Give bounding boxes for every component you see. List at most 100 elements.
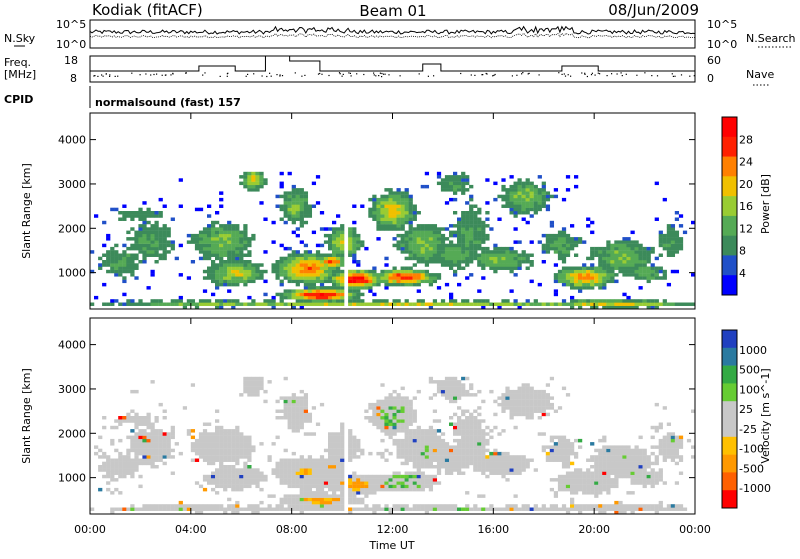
- velocity-cell: [323, 491, 329, 495]
- power-cell: [404, 197, 409, 202]
- velocity-cell: [505, 393, 510, 397]
- power-cell: [670, 237, 676, 241]
- velocity-cell: [453, 448, 458, 453]
- power-cell: [243, 237, 248, 241]
- power-cell: [122, 279, 127, 284]
- velocity-cell: [154, 442, 159, 446]
- velocity-cell: [537, 416, 542, 420]
- velocity-cell: [291, 419, 296, 423]
- power-cell: [412, 279, 417, 284]
- velocity-cell: [388, 510, 393, 515]
- velocity-cell: [420, 461, 425, 466]
- power-cell: [461, 184, 466, 189]
- power-cell: [162, 246, 167, 251]
- velocity-cell: [303, 497, 309, 502]
- power-cell: [239, 263, 244, 267]
- velocity-cell: [630, 455, 635, 459]
- power-cell: [384, 269, 389, 274]
- power-cell: [578, 273, 583, 277]
- power-cell: [565, 175, 571, 179]
- velocity-cell: [525, 393, 530, 397]
- power-cell: [372, 269, 377, 274]
- velocity-cell: [392, 474, 397, 479]
- power-cell: [400, 197, 405, 202]
- nave-dot: [145, 73, 147, 75]
- velocity-cell: [424, 435, 430, 440]
- power-cell: [561, 250, 567, 254]
- velocity-cell: [340, 468, 345, 472]
- power-cell: [134, 230, 139, 235]
- velocity-cell: [255, 376, 260, 381]
- velocity-cell: [340, 504, 345, 508]
- power-cell: [219, 263, 224, 267]
- velocity-cell: [674, 504, 680, 508]
- velocity-cell: [142, 419, 147, 423]
- velocity-cell: [90, 507, 95, 511]
- velocity-cell: [332, 478, 337, 482]
- velocity-cell: [412, 396, 417, 400]
- velocity-cell: [497, 455, 502, 459]
- velocity-cell: [622, 504, 627, 508]
- velocity-cell: [630, 478, 635, 482]
- velocity-cell: [465, 455, 470, 459]
- velocity-cell: [336, 438, 341, 443]
- velocity-cell: [307, 416, 313, 420]
- power-cell: [283, 256, 288, 261]
- velocity-cell: [469, 416, 474, 420]
- power-cell: [658, 269, 663, 274]
- velocity-cell: [469, 458, 474, 462]
- power-cell: [525, 266, 530, 270]
- velocity-cell: [251, 393, 256, 397]
- power-cell: [384, 220, 389, 225]
- velocity-cell: [642, 448, 647, 453]
- velocity-cell: [658, 451, 663, 456]
- power-cell: [674, 230, 680, 235]
- velocity-cell: [529, 393, 534, 397]
- velocity-cell: [537, 406, 542, 410]
- power-cell: [283, 204, 288, 208]
- power-cell: [493, 269, 498, 274]
- velocity-cell: [247, 471, 252, 475]
- velocity-cell: [352, 494, 357, 498]
- power-cell: [332, 302, 337, 306]
- power-cell: [142, 260, 147, 264]
- power-cell: [130, 263, 135, 267]
- velocity-cell: [328, 461, 333, 466]
- power-cell: [134, 253, 139, 257]
- velocity-cell: [602, 451, 607, 456]
- velocity-cell: [517, 412, 522, 417]
- velocity-cell: [489, 461, 494, 466]
- velocity-cell: [634, 478, 639, 482]
- velocity-cell: [202, 448, 208, 453]
- power-cell: [420, 224, 425, 228]
- power-cell: [142, 243, 147, 248]
- power-cell: [505, 250, 510, 254]
- power-cell: [606, 269, 611, 274]
- velocity-cell: [449, 416, 454, 420]
- power-cell: [634, 273, 639, 277]
- power-cell: [376, 237, 381, 241]
- power-cell: [295, 253, 300, 257]
- velocity-cell: [247, 481, 252, 485]
- power-cell: [356, 240, 361, 244]
- power-cell: [170, 217, 175, 221]
- velocity-cell: [110, 507, 115, 511]
- velocity-cell: [440, 465, 446, 469]
- velocity-cell: [122, 416, 127, 420]
- velocity-cell: [570, 461, 575, 466]
- power-cell: [215, 273, 220, 277]
- power-cell: [461, 217, 466, 221]
- power-cell: [465, 250, 470, 254]
- velocity-cell: [622, 448, 627, 453]
- power-cell: [211, 233, 216, 238]
- power-cell: [598, 279, 603, 284]
- velocity-cell: [578, 468, 583, 472]
- velocity-cell: [670, 448, 676, 453]
- velocity-cell: [336, 435, 341, 440]
- power-cell: [287, 214, 292, 218]
- velocity-cell: [303, 491, 309, 495]
- velocity-cell: [509, 416, 514, 420]
- freq-traces: [90, 55, 695, 78]
- nave-dot: [528, 72, 530, 74]
- velocity-cell: [691, 455, 696, 459]
